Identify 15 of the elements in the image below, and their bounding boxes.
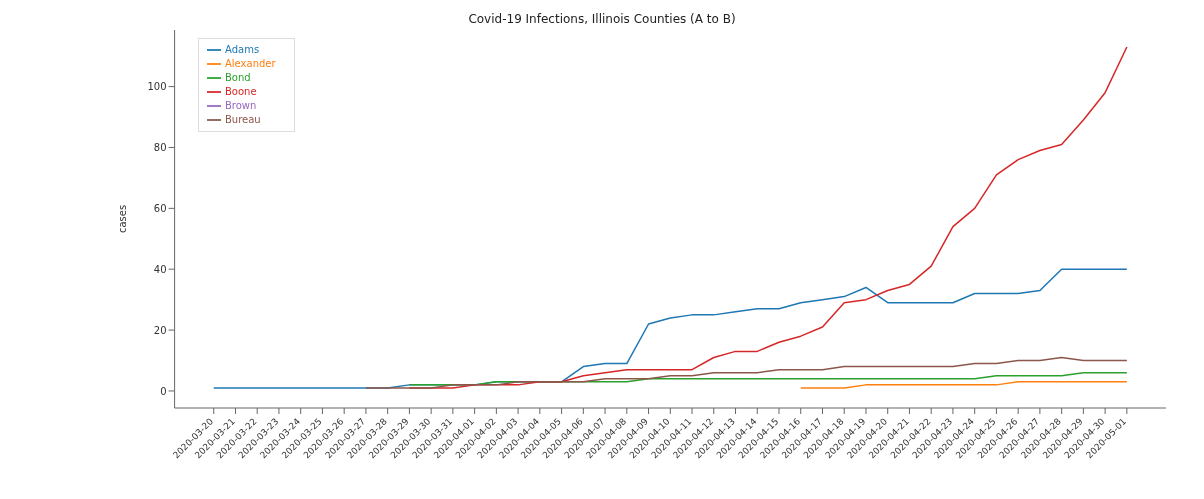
y-tick-label: 0 bbox=[160, 385, 167, 397]
legend-label: Brown bbox=[225, 100, 257, 111]
y-tick-label: 80 bbox=[153, 142, 167, 154]
legend-label: Bureau bbox=[225, 114, 261, 125]
y-axis-title: cases bbox=[117, 204, 129, 234]
y-tick-label: 60 bbox=[153, 202, 167, 214]
y-tick-label: 100 bbox=[147, 81, 167, 93]
legend-label: Alexander bbox=[225, 58, 276, 69]
y-tick-label: 20 bbox=[153, 324, 167, 336]
line-series bbox=[365, 356, 1128, 389]
legend-label: Boone bbox=[225, 86, 257, 97]
legend-label: Bond bbox=[225, 72, 251, 83]
y-tick-label: 40 bbox=[153, 263, 167, 275]
chart-title: Covid-19 Infections, Illinois Counties (A to B) bbox=[467, 12, 737, 26]
legend-label: Adams bbox=[225, 44, 260, 55]
